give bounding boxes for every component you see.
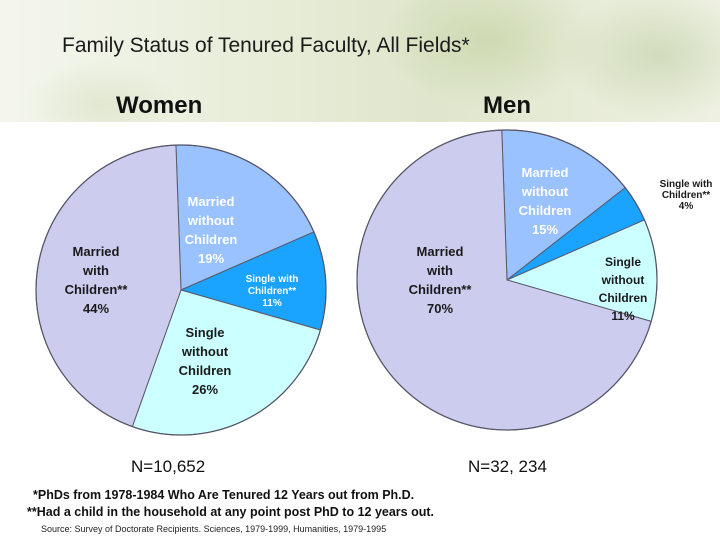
banner-foliage	[380, 0, 600, 110]
footnote-phd-cohort: *PhDs from 1978-1984 Who Are Tenured 12 …	[33, 488, 415, 502]
slice-label: Married with Children** 70%	[409, 244, 473, 316]
header-banner	[0, 0, 720, 122]
pie-outline	[35, 144, 327, 436]
source-note: Source: Survey of Doctorate Recipients. …	[41, 524, 387, 534]
pie-title-men: Men	[483, 92, 531, 119]
slice-label: Single without Children 26%	[179, 325, 232, 397]
slice-label: Married without Children 15%	[519, 165, 572, 237]
footnote-child-definition: **Had a child in the household at any po…	[27, 505, 434, 519]
pie-title-women: Women	[116, 92, 203, 119]
slide-title: Family Status of Tenured Faculty, All Fi…	[62, 34, 470, 57]
slice-label: Single with Children** 4%	[660, 179, 713, 212]
slice-label: Married without Children 19%	[185, 194, 238, 266]
pie-outline	[356, 129, 658, 431]
sample-size-men: N=32, 234	[468, 457, 547, 476]
sample-size-women: N=10,652	[131, 457, 206, 476]
slice-label: Single with Children** 11%	[246, 274, 299, 309]
slice-label: Married with Children** 44%	[65, 244, 129, 316]
slice-label: Single without Children 11%	[599, 255, 648, 323]
